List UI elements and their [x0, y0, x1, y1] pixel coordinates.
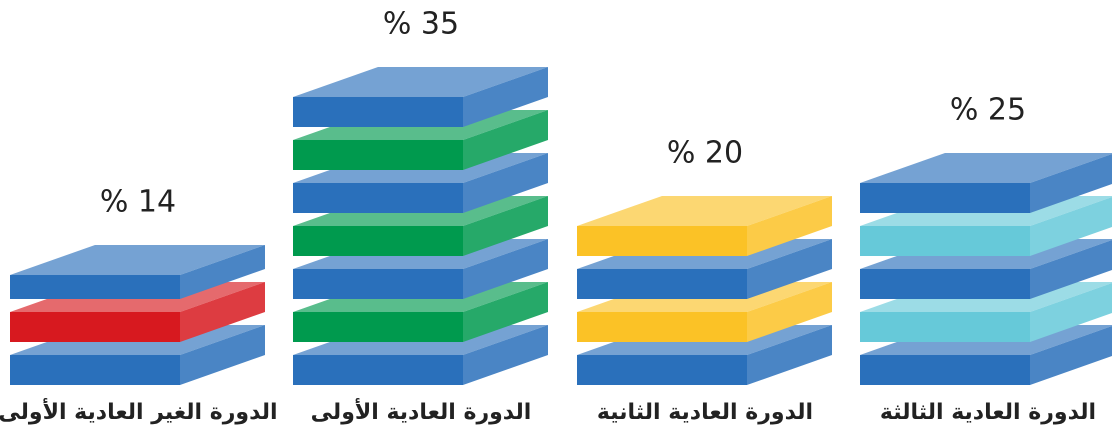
slab-side	[747, 239, 832, 299]
slab-front	[860, 226, 1030, 256]
slab-front	[293, 140, 463, 170]
slab-front	[293, 97, 463, 127]
slab-front	[860, 355, 1030, 385]
slab-front	[860, 269, 1030, 299]
slab-front	[577, 312, 747, 342]
slab-front	[293, 312, 463, 342]
slab-front	[860, 183, 1030, 213]
slab-front	[860, 312, 1030, 342]
value-label: % 20	[667, 136, 743, 171]
slab-side	[463, 239, 548, 299]
slab-side	[463, 153, 548, 213]
slab-front	[10, 275, 180, 299]
category-label: الدورة العادية الأولى	[311, 397, 532, 425]
slab-front	[293, 355, 463, 385]
slab-front	[577, 269, 747, 299]
value-label: % 35	[383, 7, 459, 42]
category-label: الدورة العادية الثانية	[597, 400, 813, 425]
value-label: % 14	[100, 185, 176, 220]
slab-side	[463, 325, 548, 385]
value-label: % 25	[950, 93, 1026, 128]
slab-side	[1030, 326, 1112, 385]
slab-side	[1030, 240, 1112, 299]
slab-front	[293, 226, 463, 256]
slab-front	[10, 312, 180, 342]
slab-stack	[577, 196, 832, 385]
slab-front	[10, 355, 180, 385]
slab-stack	[293, 67, 548, 385]
slab-front	[293, 183, 463, 213]
slab-side	[1030, 197, 1112, 256]
slab-stack	[860, 153, 1112, 385]
slab-side	[747, 196, 832, 256]
slab-side	[1030, 154, 1112, 213]
slab-side	[180, 282, 265, 342]
slab-front	[577, 355, 747, 385]
slab-side	[1030, 283, 1112, 342]
slab-top	[860, 153, 1112, 183]
slab-side	[463, 67, 548, 127]
slab-side	[747, 325, 832, 385]
category-label: الدورة العادية الثالثة	[880, 400, 1096, 425]
category-label: الدورة الغير العادية الأولى	[0, 397, 278, 425]
slab-side	[463, 110, 548, 170]
slab-side	[463, 196, 548, 256]
slab-side	[463, 282, 548, 342]
slab-front	[293, 269, 463, 299]
slab-side	[180, 245, 265, 299]
slab-stack	[10, 245, 265, 385]
slab-side	[180, 325, 265, 385]
slab-side	[747, 282, 832, 342]
slab-front	[577, 226, 747, 256]
